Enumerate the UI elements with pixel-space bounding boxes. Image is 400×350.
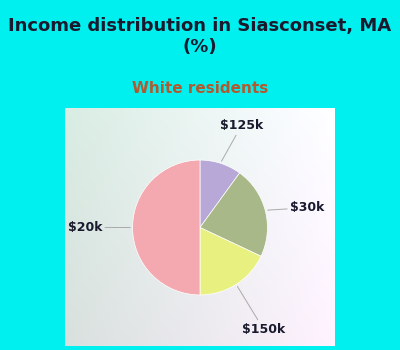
Text: Income distribution in Siasconset, MA
(%): Income distribution in Siasconset, MA (%… — [8, 17, 392, 56]
Wedge shape — [200, 228, 261, 295]
Wedge shape — [200, 160, 240, 228]
Wedge shape — [200, 173, 268, 256]
Text: White residents: White residents — [132, 80, 268, 96]
Text: $125k: $125k — [220, 119, 263, 161]
Text: $30k: $30k — [268, 201, 324, 214]
Wedge shape — [132, 160, 200, 295]
Text: $150k: $150k — [238, 286, 285, 336]
Text: $20k: $20k — [68, 221, 130, 234]
